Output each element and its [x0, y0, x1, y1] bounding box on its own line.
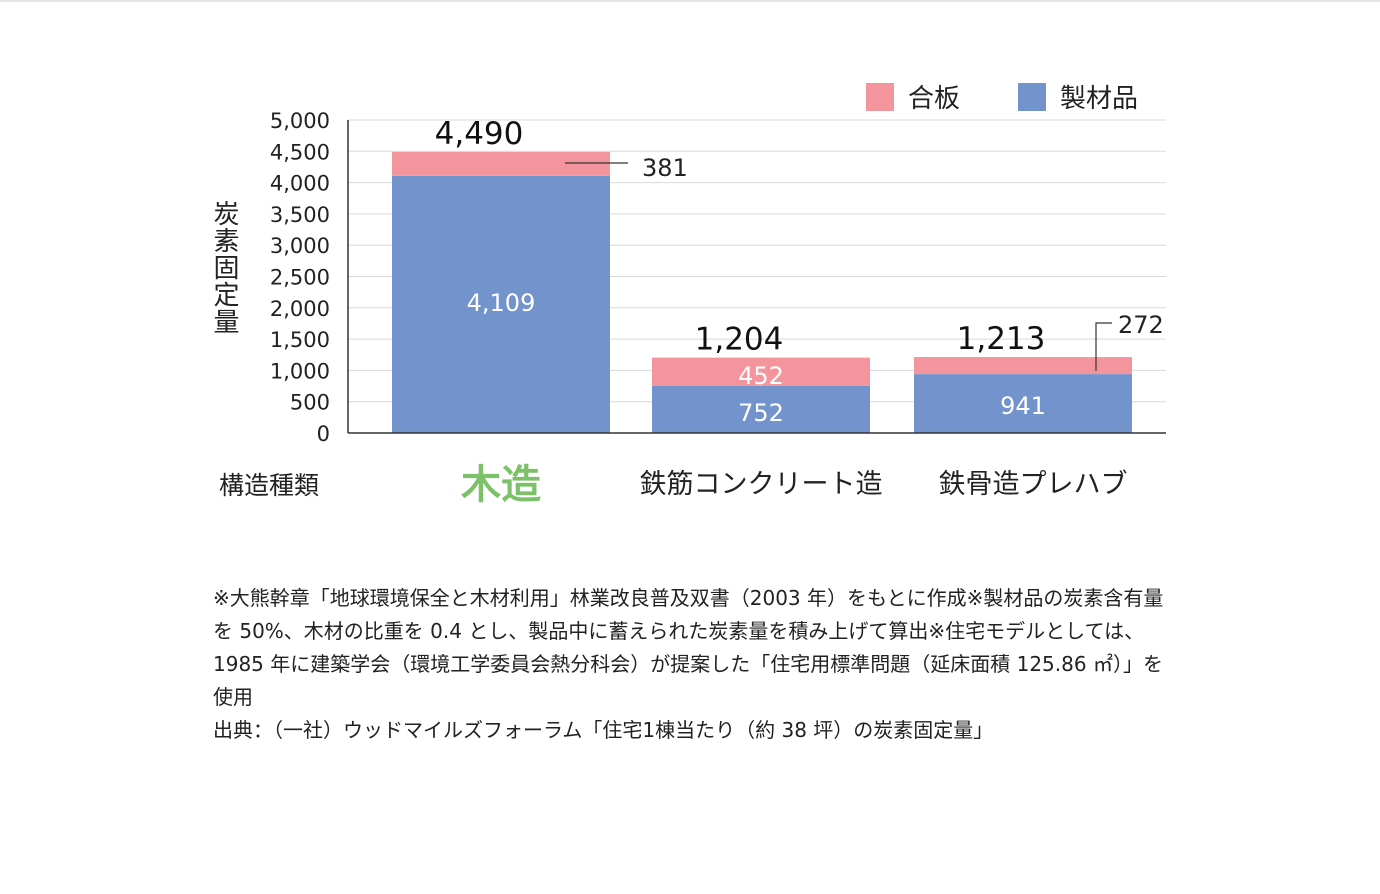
total-label: 1,204: [695, 322, 784, 358]
source-citation: 出典：（一社）ウッドマイルズフォーラム「住宅1棟当たり（約 38 坪）の炭素固定…: [213, 718, 994, 742]
y-tick-label: 3,500: [270, 203, 330, 227]
y-tick-label: 5,000: [270, 109, 330, 133]
legend-label-plywood: 合板: [908, 84, 961, 114]
bar-chart: 0 500 1,000 1,500 2,000 2,500 3,000 3,500 4,000 4…: [270, 109, 1166, 446]
y-tick-label: 500: [290, 391, 330, 415]
total-label: 4,490: [435, 116, 524, 152]
bar-plywood: [392, 151, 610, 176]
note-text: ※大熊幹章「地球環境保全と木材利用」林業改良普及双書（2003 年）をもとに作成…: [213, 586, 1164, 709]
data-label-lumber: 752: [738, 399, 784, 427]
legend-swatch-plywood: [866, 82, 894, 111]
data-label-lumber: 941: [1000, 392, 1046, 420]
bar-plywood: [652, 357, 870, 386]
y-tick-label: 0: [317, 422, 330, 446]
legend-item-plywood: 合板: [866, 78, 960, 115]
category-label-steel-prefab: 鉄骨造プレハブ: [938, 469, 1128, 500]
notes-block: ※大熊幹章「地球環境保全と木材利用」林業改良普及双書（2003 年）をもとに作成…: [213, 582, 1173, 747]
legend-label-lumber: 製材品: [1060, 84, 1139, 114]
bar-lumber: [652, 385, 870, 433]
data-label-plywood: 381: [642, 154, 688, 182]
bar-lumber: [392, 175, 610, 433]
legend-item-lumber: 製材品: [1018, 78, 1138, 115]
x-axis-title: 構造種類: [219, 471, 320, 500]
callout-line-plywood: [1095, 322, 1112, 371]
top-divider: [0, 0, 1380, 2]
y-tick-label: 2,000: [270, 297, 330, 321]
y-tick-label: 4,000: [270, 172, 330, 196]
y-tick-label: 1,500: [270, 328, 330, 352]
chart-legend: 合板 製材品: [866, 78, 1138, 115]
data-label-plywood: 272: [1118, 311, 1164, 339]
legend-swatch-lumber: [1018, 82, 1047, 111]
bar-lumber: [914, 374, 1132, 433]
bar-plywood: [914, 357, 1132, 375]
category-label-wood: 木造: [461, 462, 541, 508]
data-label-lumber: 4,109: [467, 289, 536, 317]
category-label-rc: 鉄筋コンクリート造: [639, 469, 883, 500]
y-axis-label: 炭素固定量: [209, 200, 239, 335]
y-tick-label: 3,000: [270, 234, 330, 258]
y-tick-label: 1,000: [270, 359, 330, 383]
total-label: 1,213: [957, 321, 1046, 357]
y-tick-label: 2,500: [270, 266, 330, 290]
data-label-plywood: 452: [738, 362, 784, 390]
y-tick-label: 4,500: [270, 140, 330, 164]
